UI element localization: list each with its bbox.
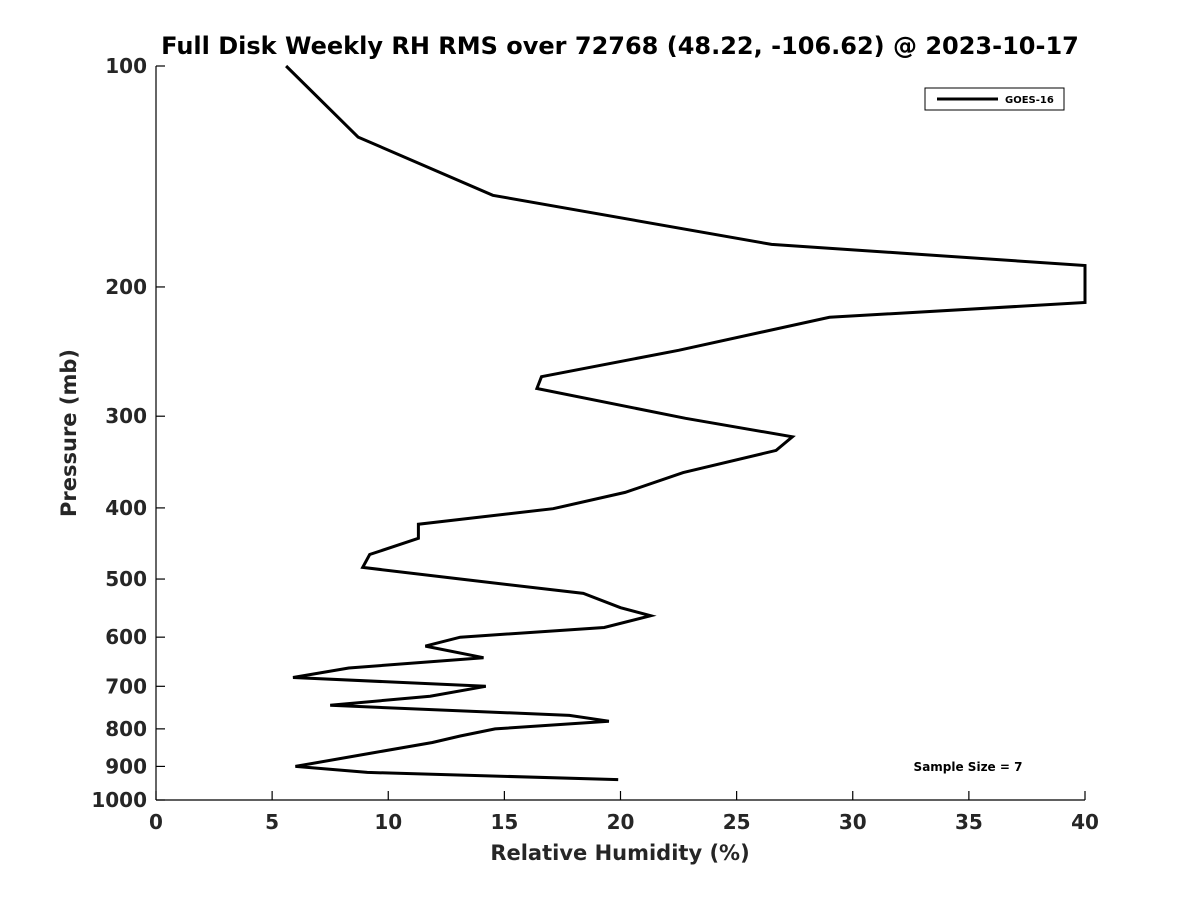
x-ticks: 0 5 10 15 20 25 30 35 40 xyxy=(149,791,1099,834)
y-tick-label: 500 xyxy=(105,567,147,591)
y-tick-label: 400 xyxy=(105,496,147,520)
legend-label: GOES-16 xyxy=(1005,95,1054,106)
y-ticks: 100 200 300 400 500 600 700 800 900 1000 xyxy=(91,54,165,812)
x-tick-label: 0 xyxy=(149,810,163,834)
series-group xyxy=(285,64,1087,782)
y-tick-label: 100 xyxy=(105,54,147,78)
x-tick-label: 10 xyxy=(374,810,402,834)
x-tick-label: 35 xyxy=(955,810,983,834)
y-tick-label: 300 xyxy=(105,404,147,428)
y-tick-label: 200 xyxy=(105,275,147,299)
y-tick-label: 900 xyxy=(105,754,147,778)
x-tick-label: 20 xyxy=(607,810,635,834)
x-tick-label: 30 xyxy=(839,810,867,834)
x-tick-label: 40 xyxy=(1071,810,1099,834)
x-tick-label: 25 xyxy=(723,810,751,834)
y-tick-label: 800 xyxy=(105,717,147,741)
y-tick-label: 600 xyxy=(105,625,147,649)
legend: GOES-16 xyxy=(924,87,1065,111)
y-axis-label: Pressure (mb) xyxy=(57,349,81,517)
axes xyxy=(155,66,1085,801)
chart-title: Full Disk Weekly RH RMS over 72768 (48.2… xyxy=(161,32,1079,60)
y-tick-label: 1000 xyxy=(91,788,147,812)
x-axis-label: Relative Humidity (%) xyxy=(490,841,749,865)
y-tick-label: 700 xyxy=(105,674,147,698)
sample-size-annotation: Sample Size = 7 xyxy=(914,760,1023,774)
series-line-goes-16 xyxy=(285,64,1087,782)
x-tick-label: 5 xyxy=(265,810,279,834)
x-tick-label: 15 xyxy=(490,810,518,834)
